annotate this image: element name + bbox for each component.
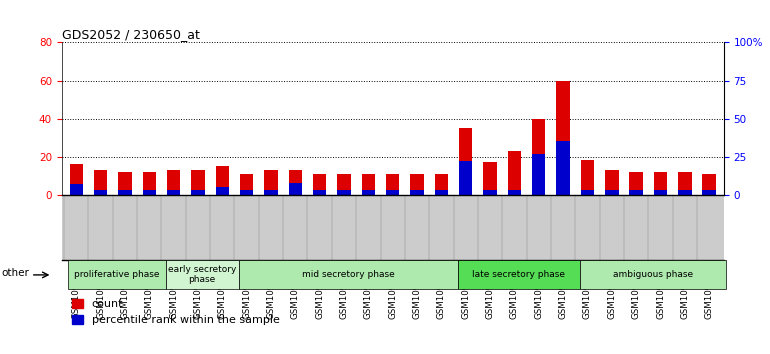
Bar [678,190,691,195]
Bar [313,190,326,195]
Bar [557,141,570,195]
Text: mid secretory phase: mid secretory phase [302,270,395,279]
Bar [581,190,594,195]
Bar [702,174,716,195]
Bar [605,190,618,195]
Bar [678,172,691,195]
Text: other: other [2,268,29,278]
Bar [191,190,205,195]
Bar [629,190,643,195]
Bar [605,170,618,195]
Bar [166,260,239,289]
Bar [362,190,375,195]
Bar [654,190,667,195]
Bar [119,190,132,195]
Bar [239,260,458,289]
Bar [410,190,424,195]
Bar [507,151,521,195]
Bar [264,170,278,195]
Text: early secretory
phase: early secretory phase [168,265,236,284]
Bar [435,174,448,195]
Bar [167,190,180,195]
Bar [507,190,521,195]
Bar [142,172,156,195]
Legend: count, percentile rank within the sample: count, percentile rank within the sample [67,294,284,330]
Bar [289,183,302,195]
Bar [167,170,180,195]
Bar [654,172,667,195]
Bar [435,190,448,195]
Bar [240,190,253,195]
Bar [532,119,545,195]
Bar [581,160,594,195]
Bar [289,170,302,195]
Bar [142,190,156,195]
Bar [69,260,166,289]
Bar [337,174,350,195]
Bar [94,190,107,195]
Bar [484,162,497,195]
Bar [702,190,716,195]
Bar [240,174,253,195]
Bar [337,190,350,195]
Bar [119,172,132,195]
Bar [386,190,400,195]
Bar [94,170,107,195]
Bar [69,164,83,195]
Bar [386,174,400,195]
Bar [362,174,375,195]
Bar [69,184,83,195]
Bar [580,260,725,289]
Bar [532,154,545,195]
Bar [313,174,326,195]
Bar [557,81,570,195]
Bar [458,260,580,289]
Bar [459,161,473,195]
Text: proliferative phase: proliferative phase [74,270,159,279]
Bar [191,170,205,195]
Bar [216,166,229,195]
Bar [264,190,278,195]
Bar [484,190,497,195]
Bar [459,128,473,195]
Bar [216,187,229,195]
Text: GDS2052 / 230650_at: GDS2052 / 230650_at [62,28,199,41]
Text: late secretory phase: late secretory phase [472,270,565,279]
Text: ambiguous phase: ambiguous phase [612,270,693,279]
Bar [629,172,643,195]
Bar [410,174,424,195]
